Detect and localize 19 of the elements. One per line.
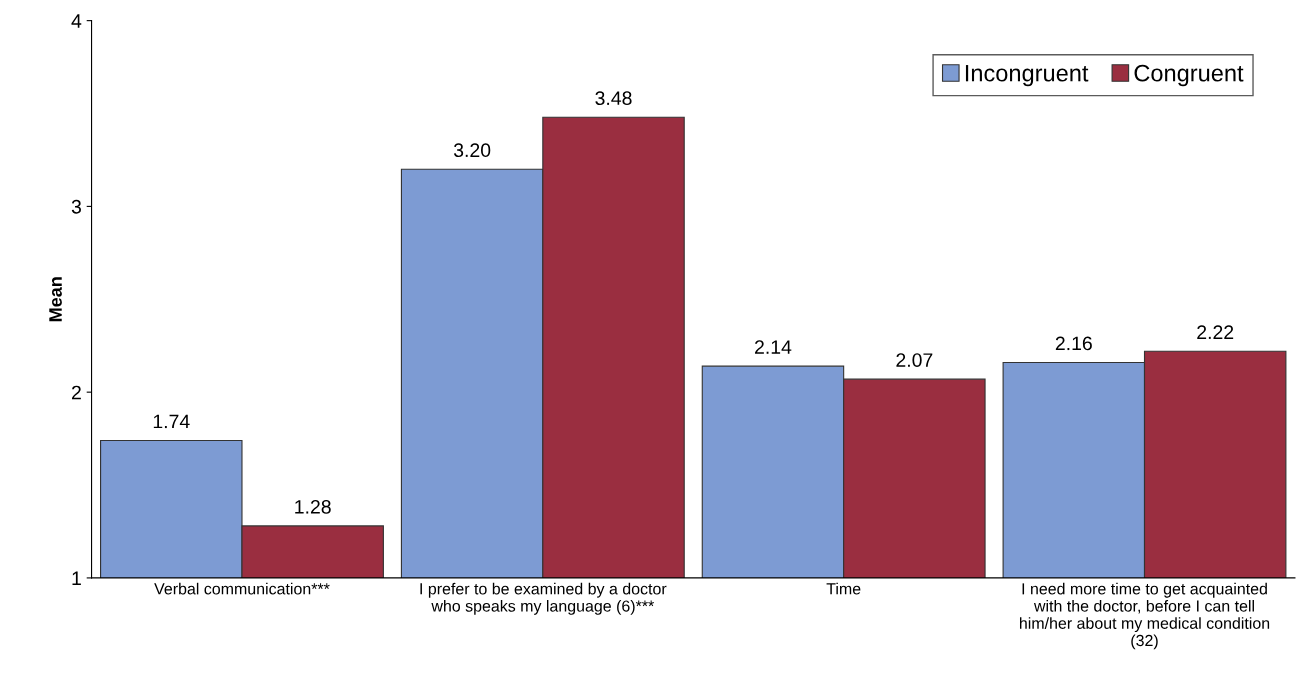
y-tick-label: 4	[71, 14, 82, 28]
x-tick-label: I prefer to be examined by a doctor who speaks my language (6)***	[420, 582, 667, 615]
legend-label: Incongruent	[965, 65, 1089, 87]
data-label: 3.48	[595, 91, 632, 106]
legend-label: Congruent	[1134, 64, 1244, 87]
data-label: 1.28	[295, 499, 331, 514]
x-tick-label: Time	[826, 582, 861, 595]
data-label: 2.22	[1197, 325, 1234, 339]
y-tick-label: 1	[72, 571, 81, 585]
x-tick-label: I need more time to get acquainted with the doctor, before I can tell him/her about my medical condition (32)	[1020, 582, 1270, 650]
data-label: 3.20	[453, 143, 491, 158]
data-label: 2.16	[1055, 336, 1092, 351]
data-label: 1.74	[153, 414, 190, 429]
y-tick-label: 3	[71, 199, 81, 214]
data-label: 2.07	[896, 353, 933, 367]
y-axis-title: Mean	[49, 277, 62, 322]
x-tick-label: Verbal communication***	[154, 582, 330, 595]
y-tick-label: 2	[72, 385, 81, 400]
data-label: 2.14	[755, 340, 792, 354]
